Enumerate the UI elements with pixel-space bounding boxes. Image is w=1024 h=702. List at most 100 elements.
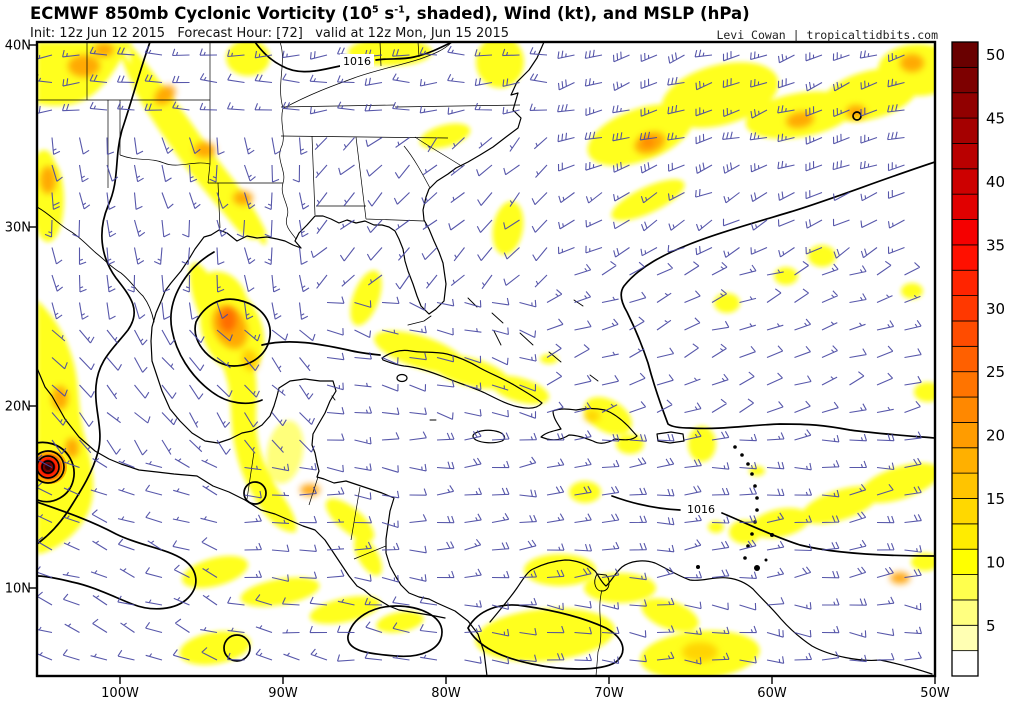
map-shape bbox=[746, 462, 750, 466]
map-shape bbox=[279, 43, 284, 109]
coast-south-america bbox=[489, 559, 933, 675]
vorticity-blob bbox=[688, 426, 716, 462]
isobar-ridge bbox=[620, 161, 934, 439]
vorticity-core bbox=[241, 349, 259, 371]
lat-tick-label: 40N bbox=[5, 39, 31, 54]
lon-tick-label: 70W bbox=[594, 686, 624, 701]
vorticity-blob bbox=[540, 354, 558, 364]
colorbar-segment bbox=[951, 244, 979, 271]
vorticity-core bbox=[52, 386, 68, 410]
colorbar-segment bbox=[951, 269, 979, 296]
colorbar-segment bbox=[951, 624, 979, 652]
colorbar-segment bbox=[951, 599, 979, 626]
vorticity-blob bbox=[181, 555, 249, 589]
map-shape bbox=[764, 558, 768, 562]
mslp-contour-labels: 1016 1016 bbox=[340, 54, 718, 516]
colorbar-segment bbox=[951, 320, 979, 347]
colorbar-tick-label: 25 bbox=[986, 363, 1005, 381]
colorbar-tick-label: 20 bbox=[986, 427, 1005, 445]
map-shape bbox=[311, 135, 425, 222]
map-shape bbox=[696, 565, 700, 569]
panama-low-loop bbox=[467, 604, 624, 670]
vorticity-shading bbox=[38, 43, 934, 675]
lon-tick-label: 100W bbox=[101, 686, 139, 701]
isobar-1016-north bbox=[254, 43, 452, 73]
colorbar-segment bbox=[951, 650, 979, 677]
contour-label-bg bbox=[684, 502, 718, 515]
chart-title: ECMWF 850mb Cyclonic Vorticity (105 s-1,… bbox=[30, 4, 750, 23]
isla-juventud bbox=[396, 373, 408, 383]
lat-tick-label: 10N bbox=[5, 582, 31, 597]
credit-text: Levi Cowan | tropicaltidbits.com bbox=[716, 28, 938, 42]
vorticity-blob bbox=[911, 553, 934, 571]
map-shape bbox=[414, 136, 464, 168]
vorticity-core bbox=[682, 642, 718, 662]
map-shape bbox=[755, 496, 759, 500]
colorbar-segment bbox=[951, 421, 979, 449]
vorticity-blob bbox=[584, 573, 656, 603]
colorbar-segment bbox=[951, 447, 979, 474]
map-shape bbox=[379, 43, 420, 67]
vorticity-blob bbox=[808, 245, 836, 267]
map-shape bbox=[403, 145, 431, 189]
chart-subtitle: Init: 12z Jun 12 2015 Forecast Hour: [72… bbox=[30, 26, 510, 41]
mexico-trough bbox=[38, 43, 151, 545]
vorticity-blob bbox=[708, 521, 724, 533]
colorbar-tick-label: 45 bbox=[986, 110, 1005, 128]
vorticity-blob bbox=[801, 486, 879, 524]
colorbar-segment bbox=[951, 371, 979, 398]
vorticity-blob bbox=[431, 354, 509, 390]
map-shape bbox=[740, 453, 744, 457]
vorticity-blob bbox=[376, 611, 424, 633]
colorbar-tick-label: 50 bbox=[986, 46, 1005, 64]
map-shape bbox=[86, 43, 211, 100]
lon-tick-label: 60W bbox=[757, 686, 787, 701]
colorbar-segment bbox=[951, 345, 979, 373]
map-shape bbox=[38, 450, 65, 484]
colorbar-tick-label: 15 bbox=[986, 490, 1005, 508]
vorticity-blob bbox=[859, 462, 934, 504]
vorticity-yellow-layer bbox=[38, 43, 934, 675]
colorbar-segment bbox=[951, 41, 979, 68]
small-low-3 bbox=[347, 605, 443, 658]
map-shape: 5 bbox=[371, 4, 379, 16]
colorbar-tick-label: 35 bbox=[986, 236, 1005, 254]
lon-tick-label: 90W bbox=[268, 686, 298, 701]
colorbar-segment bbox=[951, 219, 979, 246]
map-shape bbox=[246, 451, 387, 560]
pacific-trough-loop bbox=[38, 501, 197, 610]
small-low-2 bbox=[223, 634, 251, 662]
map-shape bbox=[753, 484, 757, 488]
colorbar-segment bbox=[951, 117, 979, 144]
vorticity-blob bbox=[240, 577, 320, 607]
vorticity-blob bbox=[661, 62, 779, 128]
map-shape bbox=[755, 508, 759, 512]
map-shape bbox=[279, 107, 297, 240]
vorticity-blob bbox=[475, 608, 615, 662]
lat-tick-label: 30N bbox=[5, 221, 31, 236]
vorticity-blob bbox=[914, 382, 934, 402]
vorticity-blob bbox=[750, 507, 810, 539]
vorticity-blob bbox=[179, 631, 251, 665]
vorticity-blob bbox=[616, 434, 644, 454]
map-shape bbox=[746, 544, 750, 548]
hurricane-contours bbox=[38, 441, 75, 503]
vorticity-core bbox=[900, 54, 924, 72]
state-borders bbox=[38, 43, 603, 675]
contour-label: 1016 bbox=[687, 503, 715, 516]
map-shape bbox=[283, 43, 452, 109]
map-shape bbox=[207, 100, 283, 229]
map-shape bbox=[750, 472, 754, 476]
coast-puerto-rico bbox=[656, 431, 685, 444]
map-shape bbox=[41, 460, 55, 474]
map-shape bbox=[733, 445, 737, 449]
colorbar: 5 10 15 20 25 30 35 40 45 50 bbox=[951, 41, 1005, 677]
vorticity-core bbox=[584, 410, 600, 422]
map-shape: ECMWF 850mb Cyclonic Vorticity (10 bbox=[30, 4, 372, 23]
vorticity-blob bbox=[325, 498, 375, 542]
isobar-1016-south bbox=[611, 495, 934, 557]
coast-cuba bbox=[381, 349, 543, 409]
colorbar-segment bbox=[951, 143, 979, 170]
small-low-1 bbox=[243, 481, 267, 505]
